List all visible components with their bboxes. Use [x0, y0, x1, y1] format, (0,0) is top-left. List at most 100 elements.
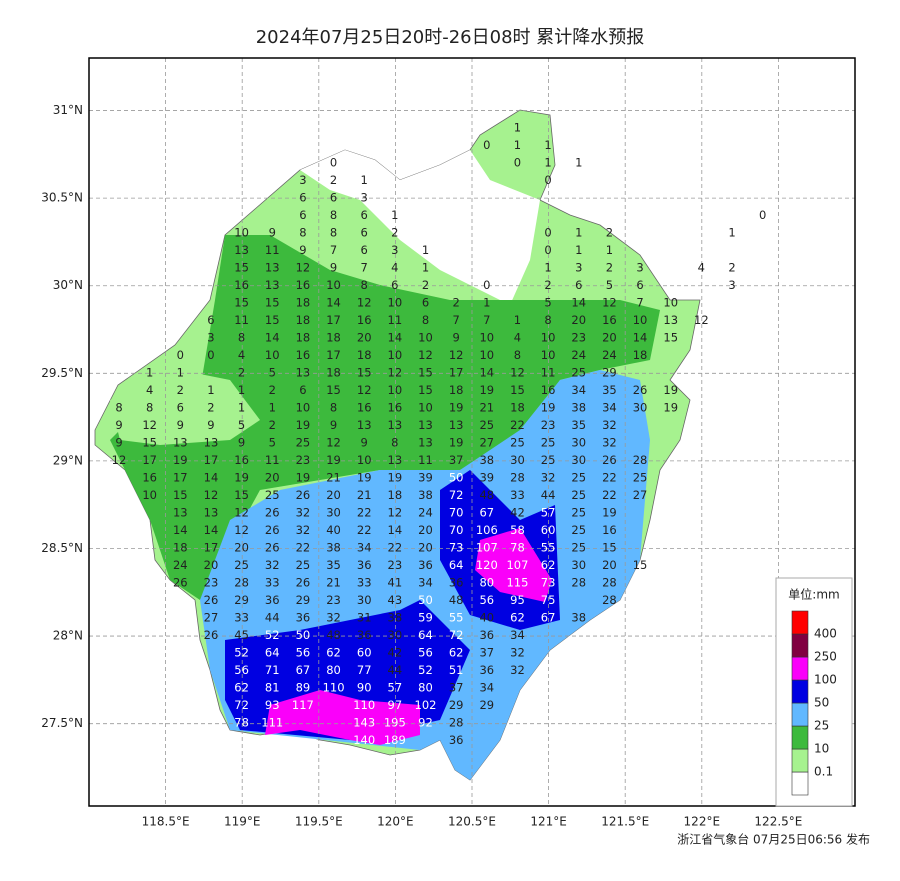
station-value: 41: [388, 576, 403, 590]
station-value: 10: [541, 331, 556, 345]
station-value: 18: [633, 348, 648, 362]
station-value: 20: [602, 331, 617, 345]
station-value: 32: [510, 646, 525, 660]
station-value: 1: [207, 383, 214, 397]
station-value: 10: [388, 348, 403, 362]
station-value: 64: [449, 558, 464, 572]
station-value: 23: [388, 558, 403, 572]
station-value: 25: [265, 488, 280, 502]
station-value: 12: [449, 348, 464, 362]
station-value: 34: [510, 628, 525, 642]
station-value: 37: [449, 681, 464, 695]
station-value: 15: [265, 313, 280, 327]
station-value: 62: [449, 646, 464, 660]
station-value: 8: [115, 401, 122, 415]
dry-patch: [110, 370, 260, 445]
station-value: 32: [510, 663, 525, 677]
station-value: 26: [173, 576, 188, 590]
station-value: 15: [602, 541, 617, 555]
station-value: 106: [476, 523, 498, 537]
station-value: 17: [173, 471, 188, 485]
station-value: 50: [449, 471, 464, 485]
station-value: 1: [422, 243, 429, 257]
legend-swatch: [791, 702, 809, 727]
station-value: 15: [418, 383, 433, 397]
station-value: 8: [422, 313, 429, 327]
station-value: 3: [575, 261, 582, 275]
station-value: 8: [238, 331, 245, 345]
station-value: 89: [296, 681, 311, 695]
legend-box: [775, 577, 853, 807]
station-value: 72: [449, 488, 464, 502]
station-value: 4: [514, 331, 521, 345]
station-value: 18: [388, 488, 403, 502]
station-value: 19: [296, 471, 311, 485]
station-value: 30: [571, 558, 586, 572]
station-value: 62: [510, 611, 525, 625]
station-value: 13: [204, 506, 219, 520]
station-value: 9: [452, 331, 459, 345]
station-value: 18: [296, 313, 311, 327]
station-value: 16: [142, 471, 157, 485]
station-value: 1: [514, 313, 521, 327]
station-value: 12: [296, 261, 311, 275]
station-value: 17: [449, 366, 464, 380]
station-value: 1: [238, 383, 245, 397]
station-value: 15: [173, 488, 188, 502]
station-value: 20: [204, 558, 219, 572]
station-value: 9: [269, 226, 276, 240]
station-value: 52: [418, 663, 433, 677]
station-value: 3: [207, 331, 214, 345]
station-value: 13: [173, 436, 188, 450]
station-value: 12: [357, 383, 372, 397]
station-value: 45: [234, 628, 249, 642]
station-value: 32: [541, 471, 556, 485]
station-value: 20: [234, 541, 249, 555]
station-value: 15: [357, 366, 372, 380]
station-value: 5: [269, 366, 276, 380]
station-value: 23: [204, 576, 219, 590]
station-value: 21: [326, 576, 341, 590]
station-value: 1: [544, 156, 551, 170]
station-value: 1: [269, 401, 276, 415]
station-value: 22: [602, 488, 617, 502]
station-value: 10: [633, 313, 648, 327]
station-value: 4: [238, 348, 245, 362]
station-value: 1: [575, 156, 582, 170]
y-tick-label: 30.5°N: [41, 191, 83, 205]
station-value: 24: [418, 506, 433, 520]
station-value: 72: [449, 628, 464, 642]
station-value: 2: [269, 383, 276, 397]
station-values: 10 1 10 0 1 13 2 1 06 6 36 8 6 1 010 9 8 8 6 2 0 1 2 113 11 9 7 6 3 1…: [112, 121, 767, 748]
station-value: 0: [483, 138, 490, 152]
station-value: 25: [479, 418, 494, 432]
x-tick-label: 120.5°E: [448, 815, 496, 829]
rain-10: [110, 235, 660, 600]
station-value: 23: [571, 331, 586, 345]
station-value: 1: [575, 243, 582, 257]
x-tick-label: 122.5°E: [754, 815, 802, 829]
y-tick-label: 29.5°N: [41, 366, 83, 380]
station-value: 38: [571, 401, 586, 415]
station-value: 11: [234, 313, 249, 327]
station-value: 34: [479, 681, 494, 695]
station-value: 18: [296, 331, 311, 345]
station-value: 36: [265, 593, 280, 607]
station-value: 26: [204, 628, 219, 642]
station-value: 28: [449, 716, 464, 730]
station-value: 6: [177, 401, 184, 415]
station-value: 26: [265, 506, 280, 520]
station-value: 2: [177, 383, 184, 397]
station-value: 14: [265, 331, 280, 345]
station-value: 51: [449, 663, 464, 677]
station-value: 13: [388, 453, 403, 467]
station-value: 22: [357, 523, 372, 537]
station-value: 72: [234, 698, 249, 712]
station-value: 17: [204, 453, 219, 467]
station-value: 38: [388, 611, 403, 625]
station-value: 8: [330, 208, 337, 222]
station-value: 36: [449, 733, 464, 747]
station-value: 2: [606, 226, 613, 240]
station-value: 64: [418, 628, 433, 642]
station-value: 19: [663, 383, 678, 397]
